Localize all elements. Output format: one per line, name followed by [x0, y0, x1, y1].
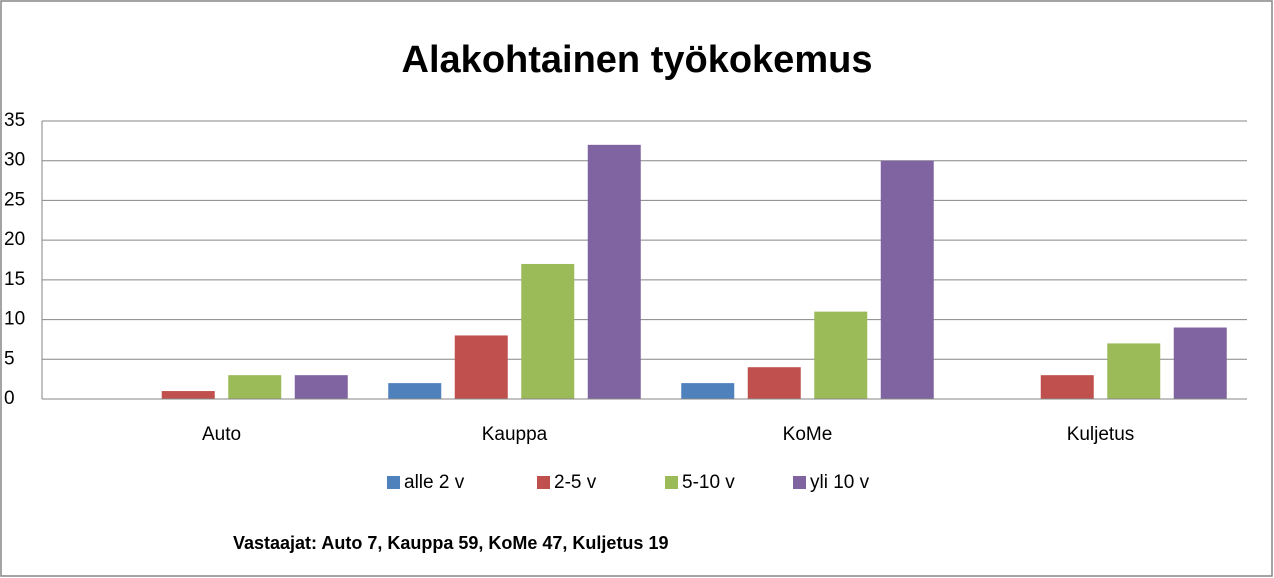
y-tick-label: 10	[4, 309, 25, 330]
y-tick-label: 20	[4, 229, 25, 250]
legend-label: alle 2 v	[404, 472, 465, 493]
y-tick-label: 35	[4, 110, 25, 131]
y-tick-label: 0	[4, 388, 15, 409]
x-tick-label: Auto	[202, 424, 241, 445]
x-tick-label: Kauppa	[482, 424, 548, 445]
bar	[454, 335, 508, 399]
x-tick-label: KoMe	[783, 424, 833, 445]
bar	[1107, 343, 1161, 399]
bar	[880, 160, 934, 399]
bar	[228, 375, 282, 399]
y-tick-label: 5	[4, 348, 15, 369]
y-tick-label: 25	[4, 189, 25, 210]
bar	[1040, 375, 1094, 399]
bar	[161, 391, 215, 399]
x-tick-label: Kuljetus	[1067, 424, 1135, 445]
bar	[681, 383, 735, 399]
legend-swatch	[793, 476, 806, 489]
bar	[747, 367, 801, 399]
y-tick-label: 15	[4, 269, 25, 290]
legend-swatch	[537, 476, 550, 489]
legend-swatch	[387, 476, 400, 489]
legend-label: 2-5 v	[554, 472, 597, 493]
bar	[587, 144, 641, 399]
bar	[521, 263, 575, 399]
bar	[294, 375, 348, 399]
bar	[388, 383, 442, 399]
legend-label: yli 10 v	[810, 472, 870, 493]
legend-label: 5-10 v	[682, 472, 735, 493]
chart-title: Alakohtainen työkokemus	[402, 39, 873, 81]
bar	[1173, 327, 1227, 399]
legend-swatch	[665, 476, 678, 489]
y-tick-label: 30	[4, 150, 25, 171]
annotation: Vastaajat: Auto 7, Kauppa 59, KoMe 47, K…	[233, 533, 668, 553]
bar	[814, 311, 868, 399]
